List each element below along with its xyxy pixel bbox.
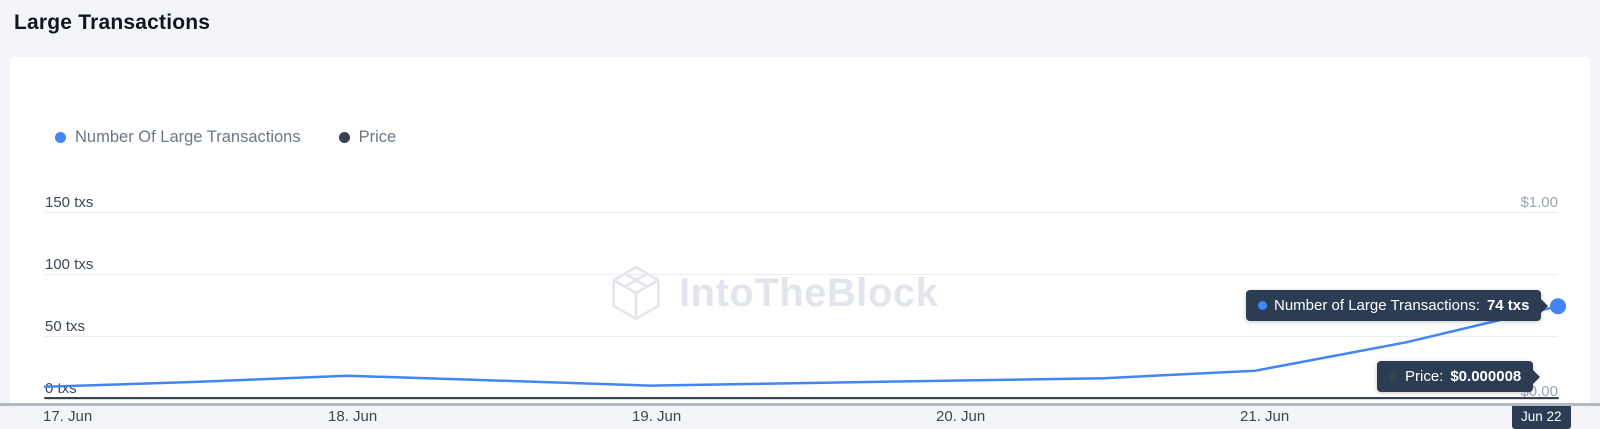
intotheblock-cube-icon — [612, 265, 660, 321]
x-axis-tick: 19. Jun — [632, 408, 682, 425]
legend-item-transactions[interactable]: Number Of Large Transactions — [55, 128, 301, 147]
series-line-left — [43, 304, 1560, 389]
transactions-tooltip-dot-icon — [1258, 301, 1267, 310]
transactions-tooltip-value: 74 txs — [1486, 297, 1530, 314]
page-title: Large Transactions — [14, 11, 211, 34]
right-axis-tick: $1.00 — [1520, 194, 1558, 211]
y-axis-tick: 150 txs — [45, 194, 94, 211]
price-tooltip-value: $0.000008 — [1450, 368, 1522, 385]
x-axis-tick: 20. Jun — [936, 408, 986, 425]
gridline — [45, 336, 1558, 337]
chart-legend: Number Of Large Transactions Price — [55, 128, 396, 147]
legend-label-price: Price — [358, 128, 397, 146]
page-header: Large Transactions — [0, 0, 1600, 57]
price-tooltip-label: Price: — [1405, 368, 1444, 385]
x-axis-tick: 18. Jun — [328, 408, 378, 425]
y-axis-tick: 0 txs — [45, 380, 77, 397]
x-axis-line — [45, 399, 1558, 400]
series-end-marker[interactable] — [1550, 298, 1566, 315]
transactions-series-dot-icon — [55, 132, 66, 143]
transactions-tooltip: Number of Large Transactions: 74 txs — [1246, 290, 1549, 321]
price-tooltip-dot-icon — [1389, 372, 1398, 381]
y-axis-tick: 50 txs — [45, 318, 86, 335]
gridline — [45, 212, 1558, 213]
price-tooltip: Price: $0.000008 — [1377, 361, 1541, 392]
watermark-text: IntoTheBlock — [679, 270, 939, 315]
crosshair-date-label: Jun 22 — [1512, 404, 1571, 429]
transactions-tooltip-label: Number of Large Transactions: — [1274, 297, 1480, 314]
y-axis-tick: 100 txs — [45, 256, 94, 273]
gridline — [45, 274, 1558, 275]
legend-label-transactions: Number Of Large Transactions — [75, 128, 301, 146]
legend-item-price[interactable]: Price — [338, 128, 397, 147]
price-series-dot-icon — [338, 132, 350, 143]
x-axis-tick: 21. Jun — [1240, 408, 1290, 425]
chart-card: Number Of Large Transactions Price IntoT… — [10, 57, 1590, 429]
x-axis-tick: 17. Jun — [43, 408, 93, 425]
watermark: IntoTheBlock — [608, 265, 938, 321]
section-divider — [0, 403, 1600, 406]
chart-plot-area[interactable] — [43, 207, 1566, 402]
